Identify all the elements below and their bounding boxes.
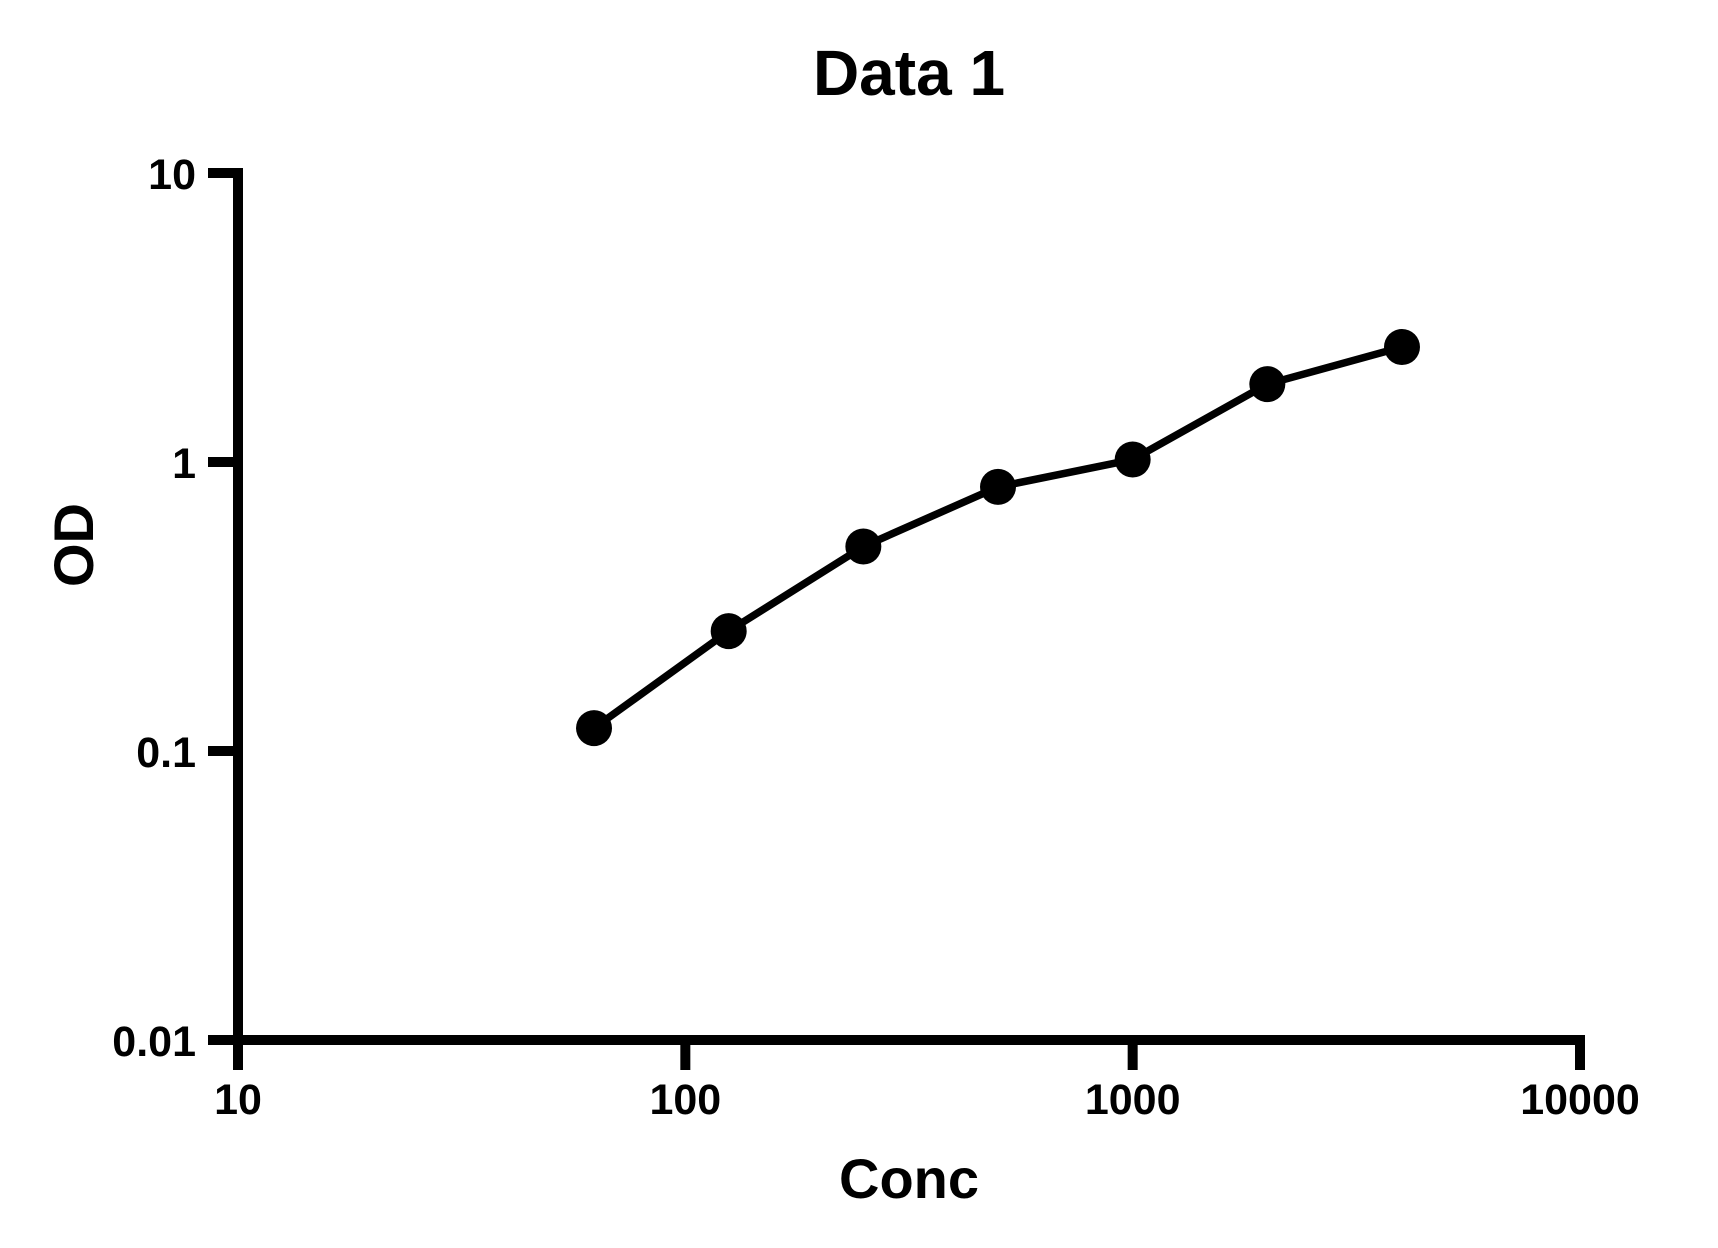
data-series	[576, 328, 1420, 747]
x-tick-label: 1000	[1085, 1076, 1181, 1124]
y-tick-label: 1	[172, 440, 196, 488]
y-tick-label: 0.01	[112, 1018, 196, 1066]
data-point	[1383, 328, 1420, 365]
data-point	[845, 528, 882, 565]
y-axis: 0.01 0.1 1 10	[112, 151, 243, 1066]
x-tick-label: 10	[214, 1076, 262, 1124]
x-axis-title: Conc	[839, 1147, 979, 1210]
x-tick-label: 10000	[1520, 1076, 1640, 1124]
data-point	[710, 613, 747, 650]
data-point	[980, 468, 1017, 505]
chart-title: Data 1	[813, 37, 1005, 109]
x-axis: 10 100 1000 10000	[214, 1035, 1640, 1124]
y-axis-title: OD	[42, 503, 105, 587]
x-tick-label: 100	[649, 1076, 721, 1124]
data-point	[1249, 366, 1286, 403]
data-point	[576, 710, 613, 747]
y-tick-label: 0.1	[136, 729, 196, 777]
series-line	[591, 343, 1403, 732]
y-tick-label: 10	[148, 151, 196, 199]
data-point	[1114, 441, 1151, 478]
